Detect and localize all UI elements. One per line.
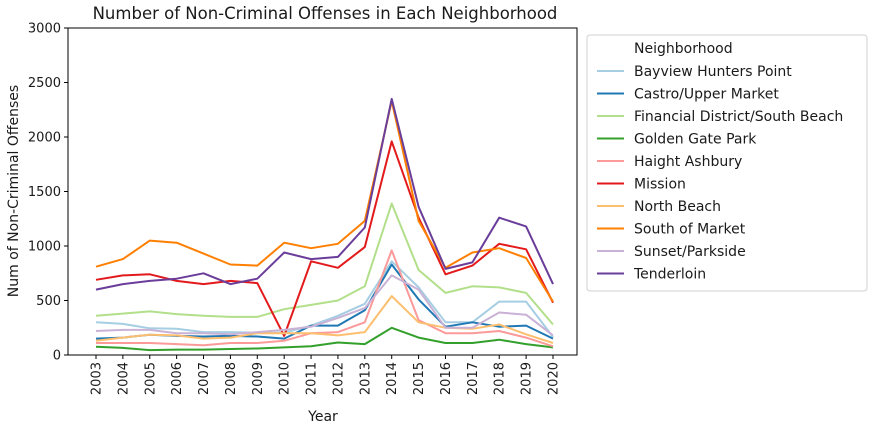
legend-label: North Beach <box>634 199 721 215</box>
y-axis-title: Num of Non-Criminal Offenses <box>6 85 22 297</box>
x-tick-label: 2016 <box>439 362 454 395</box>
legend-label: Mission <box>634 177 686 193</box>
y-tick-label: 500 <box>36 294 61 309</box>
series-line-1 <box>95 260 554 338</box>
x-tick-label: 2015 <box>412 362 427 395</box>
legend-title: Neighborhood <box>634 41 733 57</box>
series-line-9 <box>95 274 554 337</box>
legend-label: Financial District/South Beach <box>634 109 843 125</box>
series-line-5 <box>96 249 554 348</box>
y-tick-label: 2000 <box>28 131 61 146</box>
series-line-7 <box>95 295 554 344</box>
series-line-6 <box>95 140 554 337</box>
x-tick-label: 2007 <box>197 362 212 395</box>
plot-frame <box>67 27 578 356</box>
x-tick-label: 2019 <box>520 362 535 395</box>
x-tick-label: 2010 <box>278 362 293 395</box>
x-tick-label: 2018 <box>493 362 508 395</box>
x-tick-label: 2011 <box>305 362 320 395</box>
y-tick-label: 3000 <box>28 22 61 37</box>
legend-label: Bayview Hunters Point <box>634 64 792 80</box>
legend-label: Castro/Upper Market <box>634 87 779 103</box>
series-line-3 <box>95 202 554 326</box>
x-tick-label: 2004 <box>116 362 131 395</box>
x-tick-label: 2003 <box>90 362 105 395</box>
x-tick-label: 2009 <box>251 362 266 395</box>
y-tick-label: 0 <box>53 349 61 364</box>
x-tick-label: 2012 <box>331 362 346 395</box>
legend-label: Golden Gate Park <box>634 132 757 148</box>
legend-label: South of Market <box>634 222 746 238</box>
series-line-8 <box>95 100 554 303</box>
y-tick-label: 1500 <box>28 185 61 200</box>
legend-label: Sunset/Parkside <box>634 244 746 260</box>
legend-box <box>586 34 868 292</box>
legend-label: Tenderloin <box>633 267 706 283</box>
x-tick-label: 2017 <box>466 362 481 395</box>
x-tick-label: 2006 <box>170 362 185 395</box>
x-axis-title: Year <box>307 409 338 425</box>
x-tick-label: 2013 <box>358 362 373 395</box>
series-line-10 <box>95 97 554 291</box>
y-tick-label: 2500 <box>28 76 61 91</box>
x-tick-label: 2014 <box>385 362 400 395</box>
x-tick-label: 2008 <box>224 362 239 395</box>
legend-label: Haight Ashbury <box>634 154 742 170</box>
chart-title: Number of Non-Criminal Offenses in Each … <box>93 4 558 23</box>
x-tick-label: 2020 <box>547 362 562 395</box>
series-line-4 <box>95 326 554 352</box>
y-tick-label: 1000 <box>28 240 61 255</box>
x-tick-label: 2005 <box>143 362 158 395</box>
